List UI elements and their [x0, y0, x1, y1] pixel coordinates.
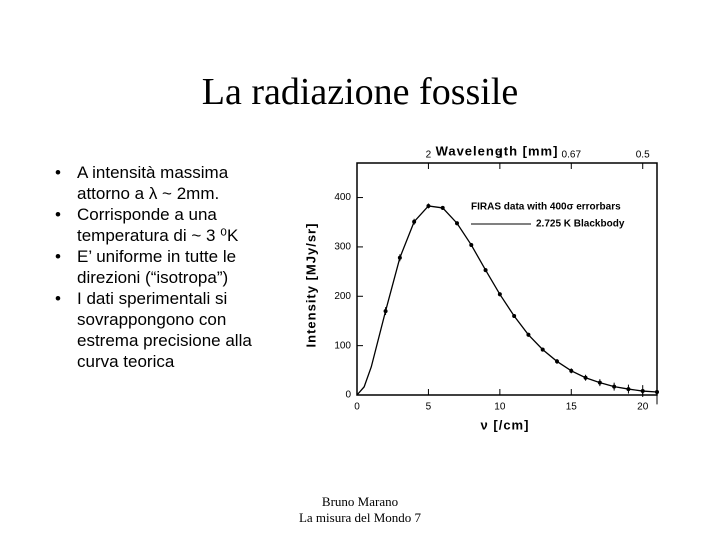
footer-author: Bruno Marano — [321, 494, 399, 509]
x2-tick-label: 0.5 — [636, 150, 650, 161]
y-tick-label: 0 — [345, 390, 351, 401]
x-axis-label: ν [/cm] — [481, 417, 530, 432]
x2-axis-label: Wavelength [mm] — [436, 143, 559, 158]
x-tick-label: 15 — [566, 402, 578, 413]
y-tick-label: 400 — [334, 192, 351, 203]
x2-tick-label: 2 — [426, 150, 432, 161]
bullet: A intensità massima attorno a λ ~ 2mm. — [52, 162, 277, 204]
legend-label: FIRAS data with 400σ errorbars — [471, 202, 621, 213]
blackbody-curve — [356, 205, 658, 396]
bullet: I dati sperimentali si sovrappongono con… — [52, 288, 277, 372]
y-axis-label: Intensity [MJy/sr] — [303, 223, 318, 348]
legend-label: 2.725 K Blackbody — [536, 219, 625, 230]
bullet: Corrisponde a una temperatura di ~ 3 ⁰K — [52, 204, 277, 246]
footer-course: La misura del Mondo 7 — [298, 510, 422, 525]
slide-title: La radiazione fossile — [201, 71, 519, 113]
y-tick-label: 100 — [334, 340, 351, 351]
footer: Bruno Marano La misura del Mondo 7 — [260, 494, 460, 526]
x-tick-label: 20 — [637, 402, 649, 413]
x-tick-label: 0 — [354, 402, 360, 413]
bullet-list: A intensità massima attorno a λ ~ 2mm. C… — [52, 162, 292, 372]
x-tick-label: 10 — [494, 402, 506, 413]
y-tick-label: 300 — [334, 242, 351, 253]
x-tick-label: 5 — [426, 402, 432, 413]
plot-frame — [356, 162, 658, 396]
x2-tick-label: 0.67 — [562, 150, 582, 161]
x2-tick-label: 1 — [497, 150, 503, 161]
y-tick-label: 200 — [334, 291, 351, 302]
bullet: E’ uniforme in tutte le direzioni (“isot… — [52, 246, 277, 288]
